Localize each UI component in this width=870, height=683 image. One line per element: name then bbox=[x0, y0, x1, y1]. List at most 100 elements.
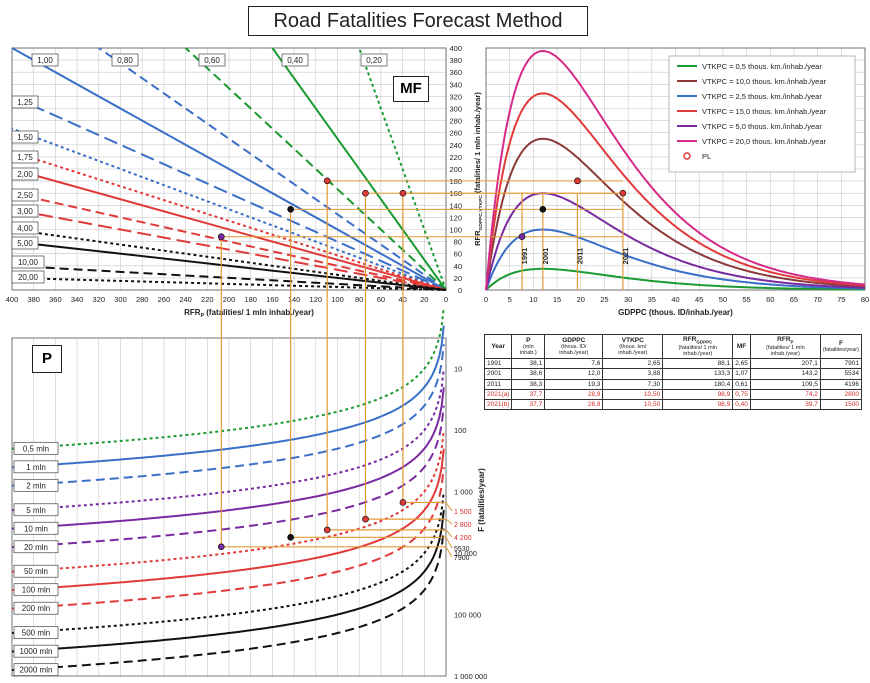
table-cell: 7901 bbox=[819, 358, 863, 370]
gdp-x-tick-label: 40 bbox=[671, 295, 679, 304]
mf-label: 1,25 bbox=[17, 98, 33, 107]
p-data-point bbox=[362, 515, 369, 523]
result-label: 5530 bbox=[454, 546, 470, 553]
mf-x-tick-label: 0 bbox=[444, 295, 448, 304]
gdp-y-tick-label: 300 bbox=[449, 105, 462, 114]
mf-label: 0,80 bbox=[117, 56, 133, 65]
table-cell: 207,1 bbox=[749, 358, 821, 370]
table-cell: 0,61 bbox=[732, 378, 751, 390]
table-cell: 0,40 bbox=[732, 398, 751, 411]
p-y-tick-label: 1 000 bbox=[454, 488, 473, 497]
p-pop-label: 2000 mln bbox=[20, 666, 53, 675]
table-header-cell: P (mln inhab.) bbox=[511, 333, 546, 360]
mf-label-box bbox=[11, 167, 39, 181]
table-cell: 2001 bbox=[483, 368, 513, 380]
data-table: Year P (mln inhab.) GDPPC (thous. ID/ inhab.… bbox=[483, 333, 863, 411]
result-label: 1 500 bbox=[454, 509, 472, 516]
table-cell: 98,9 bbox=[662, 388, 734, 400]
table-cell: 2021(a) bbox=[483, 388, 513, 400]
table-cell: 88,1 bbox=[662, 358, 734, 370]
mf-label: 2,50 bbox=[17, 191, 33, 200]
table-header-cell: F (fatalities/year) bbox=[819, 333, 863, 360]
mf-series-line bbox=[11, 208, 447, 291]
p-series-curve bbox=[11, 387, 445, 530]
p-y-tick-label: 1 000 000 bbox=[454, 672, 487, 681]
p-label-box bbox=[13, 441, 59, 455]
p-series-curve bbox=[11, 430, 445, 573]
mf-series-line bbox=[11, 192, 447, 291]
mf-x-tick-label: 360 bbox=[49, 295, 62, 304]
gdp-data-point bbox=[574, 177, 581, 185]
p-label-box bbox=[13, 644, 59, 658]
mf-label-box bbox=[11, 95, 39, 109]
mf-label: 5,00 bbox=[17, 239, 33, 248]
table-row: 2001 38,6 12,0 3,88 133,3 1,07 143,2 5534 bbox=[483, 368, 863, 380]
p-data-point bbox=[287, 533, 294, 541]
mf-series-line bbox=[11, 150, 447, 291]
mf-x-tick-label: 80 bbox=[355, 295, 363, 304]
chart-title: Road Fatalities Forecast Method bbox=[248, 6, 588, 36]
table-cell: 3,88 bbox=[602, 368, 664, 380]
p-series-curve bbox=[11, 528, 445, 671]
mf-label-box bbox=[360, 53, 388, 67]
table-cell: 38,3 bbox=[511, 378, 546, 390]
table-header-cell: MF bbox=[732, 333, 751, 360]
gdp-legend-box bbox=[668, 55, 856, 173]
p-y-tick-label: 100 bbox=[454, 426, 467, 435]
mf-label-box bbox=[11, 255, 45, 269]
p-pop-label: 2 mln bbox=[26, 481, 46, 490]
table-cell: 10,50 bbox=[602, 398, 664, 411]
table-cell: 2,65 bbox=[602, 358, 664, 370]
table-cell: 2,65 bbox=[732, 358, 751, 370]
mf-label: 0,60 bbox=[204, 56, 220, 65]
result-connector bbox=[445, 529, 453, 538]
mf-x-tick-label: 380 bbox=[27, 295, 40, 304]
mf-label-box bbox=[111, 53, 139, 67]
p-pop-label: 0,5 mln bbox=[23, 444, 49, 453]
mf-x-tick-label: 240 bbox=[179, 295, 192, 304]
gdp-y-tick-label: 320 bbox=[449, 92, 462, 101]
mf-series-line bbox=[98, 47, 447, 291]
table-cell: 37,7 bbox=[511, 388, 546, 400]
p-pop-label: 500 mln bbox=[22, 629, 50, 638]
p-series-curve bbox=[11, 405, 445, 549]
gdp-x-tick-label: 65 bbox=[790, 295, 798, 304]
mf-x-tick-label: 140 bbox=[288, 295, 301, 304]
gdp-year-label: 2001 bbox=[541, 248, 550, 265]
table-cell: 98,9 bbox=[662, 398, 734, 411]
gdp-legend-label: VTKPC = 0,5 thous. km./inhab./year bbox=[702, 62, 822, 71]
table-header-cell: VTKPC (thous. km/ inhab./year) bbox=[602, 333, 664, 360]
mf-label-box bbox=[11, 270, 45, 284]
gdp-year-label: 1991 bbox=[520, 248, 529, 265]
gdp-y-tick-label: 80 bbox=[454, 238, 462, 247]
gdp-year-label: 2021 bbox=[621, 248, 630, 265]
gdp-legend-label: VTKPC = 20,0 thous. km./inhab./year bbox=[702, 137, 827, 146]
p-data-point bbox=[323, 526, 331, 534]
mf-x-axis-label: RFRP (fatalities/ 1 mln inhab./year) bbox=[184, 308, 314, 319]
result-connector bbox=[445, 502, 453, 512]
mf-label-box bbox=[198, 53, 226, 67]
p-y-tick-label: 100 000 bbox=[454, 611, 481, 620]
mf-label: 2,00 bbox=[17, 170, 33, 179]
gdp-x-tick-label: 55 bbox=[742, 295, 750, 304]
gdp-legend-label: VTKPC = 10,0 thous. km./inhab./year bbox=[702, 77, 827, 86]
gdp-y-tick-label: 40 bbox=[454, 262, 462, 271]
result-connector bbox=[445, 518, 453, 525]
p-pop-label: 50 mln bbox=[24, 567, 48, 576]
p-series-curve bbox=[11, 307, 445, 450]
gdp-x-tick-label: 0 bbox=[484, 295, 488, 304]
table-row: 2021(b) 37,7 28,9 10,50 98,9 0,40 39,7 1500 bbox=[483, 398, 863, 411]
mf-label-box bbox=[11, 150, 39, 164]
mf-series-line bbox=[271, 47, 447, 291]
mf-data-point bbox=[287, 206, 294, 213]
gdp-x-tick-label: 70 bbox=[813, 295, 821, 304]
p-pop-label: 200 mln bbox=[22, 604, 50, 613]
gdp-y-tick-label: 280 bbox=[449, 117, 462, 126]
mf-label: 1,75 bbox=[17, 153, 33, 162]
gdp-y-tick-label: 100 bbox=[449, 226, 462, 235]
table-cell: 4196 bbox=[819, 378, 863, 390]
mf-x-tick-label: 340 bbox=[71, 295, 84, 304]
gdp-y-tick-label: 220 bbox=[449, 153, 462, 162]
gdp-series-curve bbox=[485, 267, 865, 291]
gdp-legend-pl-marker bbox=[683, 152, 691, 160]
